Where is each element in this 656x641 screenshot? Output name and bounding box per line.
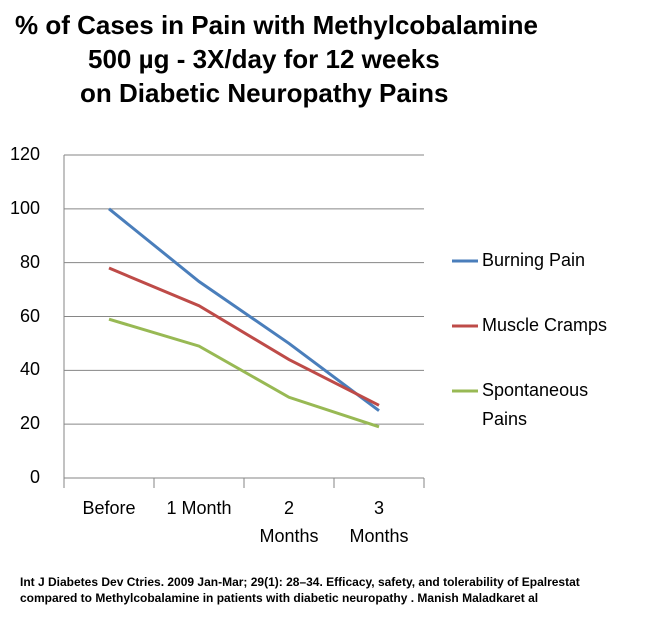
series-line bbox=[108, 266, 380, 407]
legend-label: Spontaneous Pains bbox=[482, 380, 589, 429]
legend-label: Burning Pain bbox=[482, 250, 586, 270]
footnote: Int J Diabetes Dev Ctries. 2009 Jan-Mar;… bbox=[20, 575, 580, 605]
y-tick-label: 120 bbox=[9, 144, 40, 164]
x-tick-label: 3 Months bbox=[349, 498, 409, 546]
y-tick-label: 20 bbox=[19, 413, 40, 434]
y-tick-label: 100 bbox=[9, 197, 40, 218]
chart-title: 500 µg - 3X/day for 12 weeks bbox=[88, 44, 440, 74]
y-tick-label: 0 bbox=[29, 467, 40, 487]
y-tick-label: 60 bbox=[19, 305, 40, 326]
chart-title: on Diabetic Neuropathy Pains bbox=[80, 78, 449, 108]
chart-title: % of Cases in Pain with Methylcobalamine bbox=[15, 10, 539, 40]
y-tick-label: 40 bbox=[19, 359, 40, 380]
legend-label: Muscle Cramps bbox=[482, 315, 608, 335]
series-line bbox=[108, 317, 380, 429]
x-tick-label: 1 Month bbox=[166, 498, 232, 518]
series-line bbox=[108, 207, 380, 412]
x-tick-label: Before bbox=[82, 498, 136, 518]
y-tick-label: 80 bbox=[19, 251, 40, 272]
x-tick-label: 2 Months bbox=[259, 498, 319, 546]
